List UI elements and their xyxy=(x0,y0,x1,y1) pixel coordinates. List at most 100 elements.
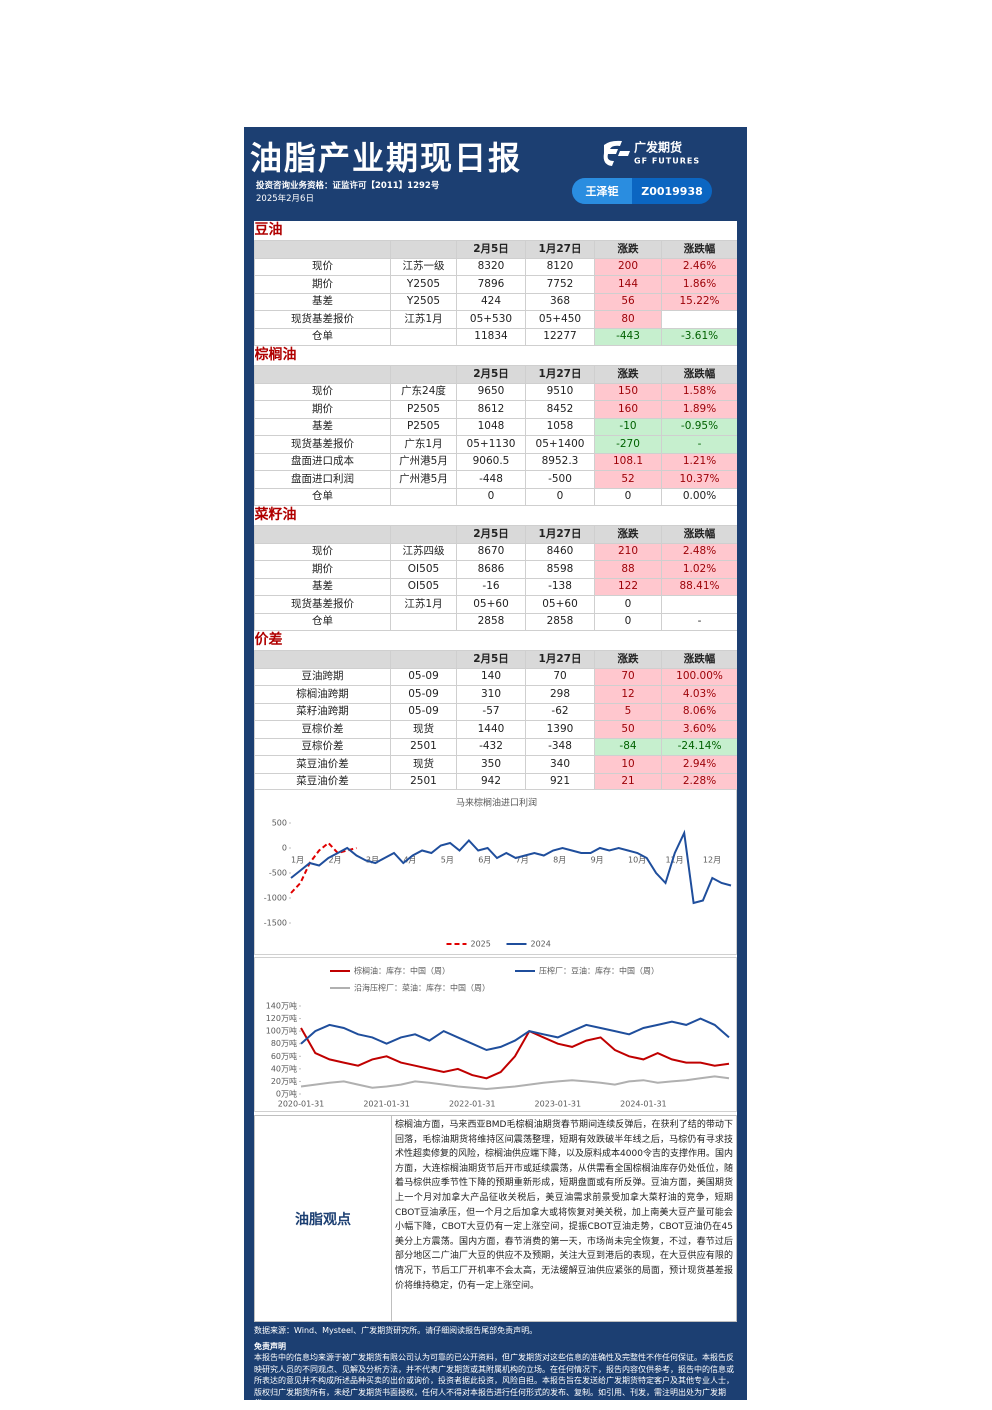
row-label: 仓单 xyxy=(254,612,391,631)
cell: 80 xyxy=(594,310,662,329)
views-box: 油脂观点 棕榈油方面，马来西亚BMD毛棕榈油期货春节期间连续反弹后，在获利了结的… xyxy=(254,1115,737,1322)
cell: 2.28% xyxy=(660,772,737,789)
row-label: 棕榈油跨期 xyxy=(254,685,391,704)
section-table: 棕榈油 2月5日 1月27日 涨跌 涨跌幅 现价 广东24度 9650 9510 150 1.58%… xyxy=(254,346,737,506)
cell: 江苏1月 xyxy=(390,595,457,614)
cell: 05+530 xyxy=(456,310,526,329)
cell: 1.86% xyxy=(660,275,737,294)
row-label: 仓单 xyxy=(254,327,391,346)
x-tick-label: 12月 xyxy=(703,856,721,865)
cell: 8686 xyxy=(456,560,526,579)
price-tables: 豆油 2月5日 1月27日 涨跌 涨跌幅 现价 江苏一级 8320 8120 200 2.46% 期价… xyxy=(254,221,737,789)
series-line xyxy=(290,829,732,905)
cell: 8670 xyxy=(456,542,526,561)
section-title: 价差 xyxy=(254,632,283,648)
analyst-id: Z0019938 xyxy=(641,184,703,198)
cell: 12277 xyxy=(525,327,595,346)
cell: 70 xyxy=(594,667,662,686)
cell: 广东24度 xyxy=(390,382,457,401)
cell: 11834 xyxy=(456,327,526,346)
cell: 现货 xyxy=(390,720,457,739)
section-table: 菜籽油 2月5日 1月27日 涨跌 涨跌幅 现价 江苏四级 8670 8460 210 2.48% 期… xyxy=(254,506,737,631)
logo: 广发期货 GF FUTURES xyxy=(603,140,699,166)
chart-title: 马来棕榈油进口利润 xyxy=(456,797,537,809)
content-panel: 豆油 2月5日 1月27日 涨跌 涨跌幅 现价 江苏一级 8320 8120 200 2.46% 期价… xyxy=(254,221,737,1322)
cell: 05+450 xyxy=(525,310,595,329)
cell: 05-09 xyxy=(390,702,457,721)
row-label: 豆棕价差 xyxy=(254,737,391,756)
cell xyxy=(390,327,457,346)
cell: 9650 xyxy=(456,382,526,401)
header-cell: 1月27日 xyxy=(525,240,595,259)
cell: - xyxy=(661,612,737,631)
cell: -500 xyxy=(525,470,595,489)
cell: 2.94% xyxy=(660,755,737,774)
header-cell xyxy=(390,365,457,384)
header-cell: 2月5日 xyxy=(456,240,526,259)
cell: 8.06% xyxy=(660,702,737,721)
header-cell: 2月5日 xyxy=(456,365,526,384)
section-title: 棕榈油 xyxy=(254,347,297,363)
x-tick-label: 1月 xyxy=(291,856,304,865)
x-tick-label: 8月 xyxy=(553,856,566,865)
cell: 0 xyxy=(594,487,662,506)
cell: 8460 xyxy=(525,542,595,561)
cell: 05+1400 xyxy=(525,435,595,454)
source-note: 数据来源：Wind、Mysteel、广发期货研究所。请仔细阅读报告尾部免责声明。 xyxy=(254,1326,538,1335)
cell: 江苏一级 xyxy=(390,257,457,276)
row-label: 期价 xyxy=(254,400,391,419)
cell: 2501 xyxy=(390,772,457,789)
analyst-name: 王泽钜 xyxy=(572,178,632,204)
cell: 7752 xyxy=(525,275,595,294)
header-cell: 涨跌幅 xyxy=(661,365,737,384)
header-cell xyxy=(390,240,457,259)
header-row: 2月5日 1月27日 涨跌 涨跌幅 xyxy=(254,240,737,259)
cell: 05+60 xyxy=(456,595,526,614)
cell: 05-09 xyxy=(390,685,457,704)
x-tick-label: 5月 xyxy=(441,856,454,865)
cell: 140 xyxy=(456,667,526,686)
cell: 88.41% xyxy=(661,577,737,596)
x-tick-label: 2023-01-31 xyxy=(535,1100,582,1109)
cell: -270 xyxy=(594,435,662,454)
cell: 5 xyxy=(594,702,662,721)
cell: 广州港5月 xyxy=(390,452,457,471)
row-label: 现货基差报价 xyxy=(254,435,391,454)
x-tick-label: 2024-01-31 xyxy=(620,1100,667,1109)
cell: 现货 xyxy=(390,755,457,774)
row-label: 现货基差报价 xyxy=(254,595,391,614)
cell: 1058 xyxy=(525,417,595,436)
cell: OI505 xyxy=(390,577,457,596)
row-label: 盘面进口成本 xyxy=(254,452,391,471)
cell: -62 xyxy=(525,702,595,721)
data-row: 基差 OI505 -16 -138 122 88.41% xyxy=(254,577,737,596)
cell: 12 xyxy=(594,685,662,704)
cell: 0.00% xyxy=(661,487,737,506)
cell: 298 xyxy=(525,685,595,704)
cell: OI505 xyxy=(390,560,457,579)
cell: 88 xyxy=(594,560,662,579)
x-tick-label: 9月 xyxy=(591,856,604,865)
row-label: 菜豆油价差 xyxy=(254,755,391,774)
cell: 江苏四级 xyxy=(390,542,457,561)
header-cell xyxy=(254,240,391,259)
header-cell: 涨跌 xyxy=(594,650,662,669)
data-row: 仓单 11834 12277 -443 -3.61% xyxy=(254,327,737,346)
cell: 368 xyxy=(525,292,595,311)
profit-chart: 马来棕榈油进口利润 500 0 -500 -1000 -1500 1月 2月 3月 4月 5月 6月 7… xyxy=(254,789,737,955)
section-title-row: 菜籽油 xyxy=(255,506,738,526)
cell: 56 xyxy=(594,292,662,311)
cell: 8452 xyxy=(525,400,595,419)
cell: -432 xyxy=(456,737,526,756)
row-label: 菜籽油跨期 xyxy=(254,702,391,721)
cell: 350 xyxy=(456,755,526,774)
legend-label: 2025 xyxy=(471,940,491,949)
report-title: 油脂产业期现日报 xyxy=(250,139,523,177)
x-tick-label: 2021-01-31 xyxy=(363,1100,410,1109)
row-label: 仓单 xyxy=(254,487,391,506)
header-cell: 涨跌 xyxy=(594,525,662,544)
cell: Y2505 xyxy=(390,275,457,294)
x-tick-label: 4月 xyxy=(403,856,416,865)
cell: 100.00% xyxy=(660,667,737,686)
